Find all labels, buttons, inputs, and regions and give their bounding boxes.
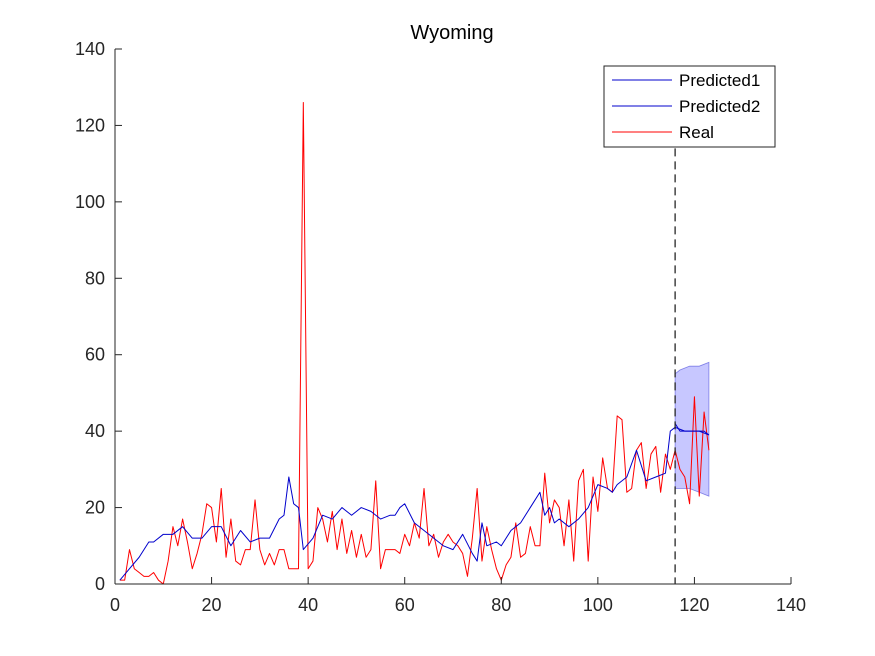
axes-layer: 0 20 40 60 80 100 120 140 0 20 40 60 80 100 120 140: [75, 39, 806, 615]
legend-label-predicted2: Predicted2: [679, 97, 760, 116]
confidence-band-layer: [674, 361, 710, 497]
x-tick-label: 140: [776, 595, 806, 615]
x-tick-label: 20: [202, 595, 222, 615]
y-tick-label: 100: [75, 192, 105, 212]
y-tick-label: 60: [85, 345, 105, 365]
y-tick-label: 140: [75, 39, 105, 59]
x-tick-label: 60: [395, 595, 415, 615]
series-line-predicted1: [119, 426, 710, 581]
y-tick-label: 80: [85, 268, 105, 288]
x-tick-label: 80: [491, 595, 511, 615]
y-tick-label: 40: [85, 421, 105, 441]
legend-label-predicted1: Predicted1: [679, 71, 760, 90]
y-tick-label: 0: [95, 574, 105, 594]
x-tick-label: 100: [583, 595, 613, 615]
y-tick-label: 120: [75, 115, 105, 135]
legend-label-real: Real: [679, 123, 714, 142]
confidence-band: [674, 361, 710, 497]
x-tick-label: 120: [679, 595, 709, 615]
series-line-predicted2: [674, 423, 710, 436]
x-tick-label: 40: [298, 595, 318, 615]
series-layer: [119, 102, 710, 585]
legend: Predicted1 Predicted2 Real: [603, 65, 776, 148]
chart-title: Wyoming: [410, 22, 493, 44]
x-tick-label: 0: [110, 595, 120, 615]
y-tick-label: 20: [85, 498, 105, 518]
